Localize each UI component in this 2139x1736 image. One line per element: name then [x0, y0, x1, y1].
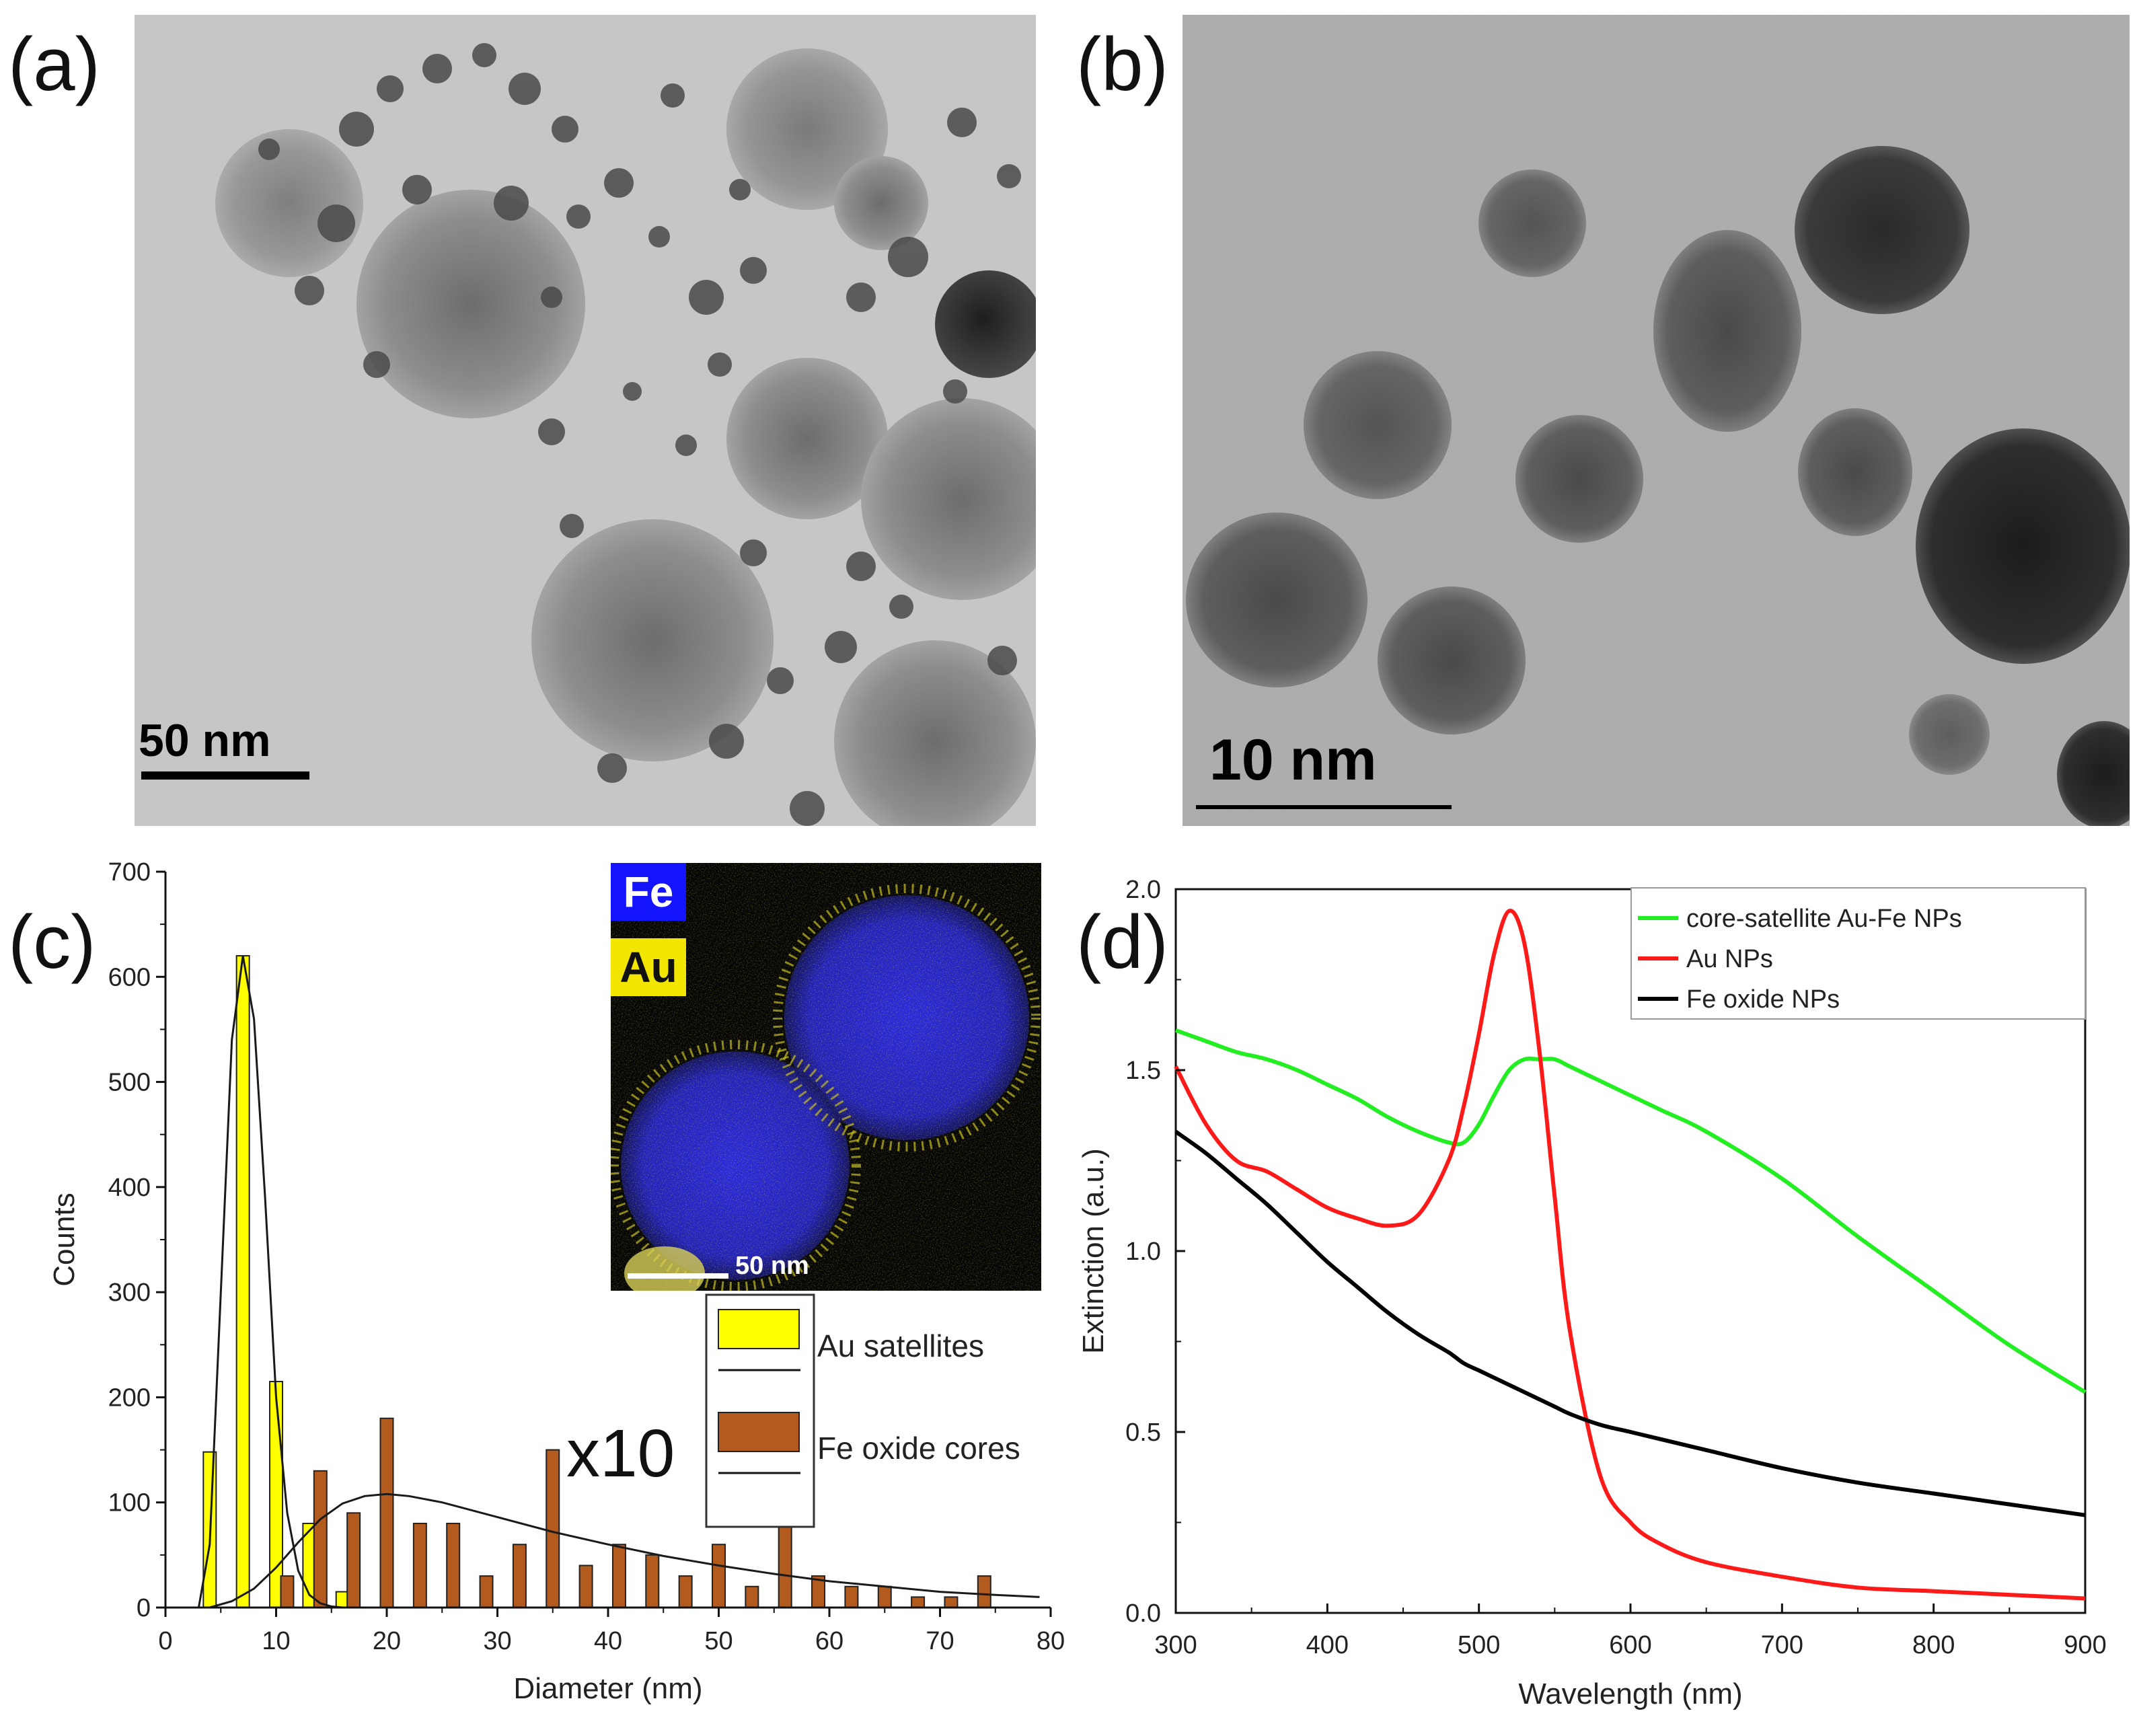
legend-label-0: core-satellite Au-Fe NPs: [1686, 905, 1962, 933]
histogram-bar: [944, 1596, 959, 1609]
legend-box: [1630, 887, 2086, 1020]
tem-image-a: 50 nm: [135, 15, 1036, 826]
x-tick-label: 20: [373, 1627, 401, 1655]
x-tick-label: 800: [1912, 1631, 1955, 1659]
legend-label-au: Au satellites: [817, 1328, 984, 1363]
histogram-bar: [280, 1575, 295, 1608]
edx-map-inset: Fe Au 50 nm: [611, 863, 1041, 1291]
scale-bar-label-b: 10 nm: [1209, 728, 1377, 792]
histogram-bar: [235, 955, 250, 1608]
y-tick-label: 0.5: [1125, 1419, 1161, 1447]
y-tick-label: 300: [108, 1279, 151, 1307]
histogram-bar: [346, 1512, 361, 1608]
scale-bar-label-a: 50 nm: [139, 715, 271, 766]
x-tick-label: 600: [1609, 1631, 1651, 1659]
histogram-bar: [977, 1575, 991, 1608]
x-tick-label: 40: [594, 1627, 622, 1655]
edx-scale-bar-label: 50 nm: [735, 1252, 809, 1280]
x-axis-label: Wavelength (nm): [1518, 1677, 1742, 1710]
x-tick-label: 60: [815, 1627, 843, 1655]
panel-d-label: (d): [1076, 900, 1168, 984]
x-tick-label: 900: [2064, 1631, 2106, 1659]
x-tick-label: 50: [704, 1627, 733, 1655]
histogram-bar: [678, 1575, 693, 1608]
histogram-bar: [269, 1380, 283, 1608]
y-tick-label: 1.5: [1125, 1057, 1161, 1085]
series-line-2: [1174, 1130, 2086, 1517]
x-tick-label: 70: [926, 1627, 954, 1655]
x-tick-label: 700: [1761, 1631, 1803, 1659]
histogram-bar: [911, 1596, 926, 1609]
histogram-bar: [844, 1585, 859, 1608]
y-tick-label: 600: [108, 963, 151, 991]
tem-image-b-graphic: [1183, 15, 2130, 826]
histogram-bar: [313, 1470, 328, 1608]
histogram-bar: [578, 1564, 593, 1609]
x-tick-label: 500: [1458, 1631, 1500, 1659]
y-tick-label: 400: [108, 1174, 151, 1202]
legend-label-fe: Fe oxide cores: [817, 1431, 1020, 1466]
histogram-bar: [412, 1522, 427, 1609]
x10-annotation: x10: [566, 1416, 675, 1491]
histogram-bar: [745, 1585, 759, 1608]
histogram-chart-c: 0 10 20 30 40 50 60 70 80 0 100 200 300 400 500 600 700 D…: [48, 858, 1065, 1705]
histogram-bar: [512, 1544, 527, 1608]
histogram-bar: [546, 1449, 560, 1608]
panel-b-label: (b): [1076, 22, 1168, 106]
y-tick-label: 100: [108, 1489, 151, 1517]
x-tick-label: 300: [1154, 1631, 1197, 1659]
histogram-bar: [877, 1585, 892, 1608]
y-tick-label: 700: [108, 858, 151, 886]
histogram-bar: [479, 1575, 494, 1608]
fit-curve: [197, 955, 387, 1609]
x-tick-label: 80: [1037, 1627, 1065, 1655]
legend-label-1: Au NPs: [1686, 945, 1773, 973]
legend-swatch-fe: [718, 1412, 800, 1452]
x-axis-label: Diameter (nm): [513, 1672, 702, 1705]
edx-au-label: Au: [611, 938, 686, 996]
panel-a-label: (a): [8, 22, 100, 106]
y-axis-label: Counts: [48, 1193, 81, 1286]
edx-fe-label: Fe: [611, 863, 686, 921]
x-tick-label: 400: [1306, 1631, 1349, 1659]
y-tick-label: 0: [137, 1594, 151, 1622]
panel-c-label: (c): [8, 900, 96, 984]
legend-label-2: Fe oxide NPs: [1686, 985, 1840, 1014]
y-tick-label: 500: [108, 1069, 151, 1097]
x-tick-label: 0: [158, 1627, 172, 1655]
histogram-bar: [645, 1554, 660, 1609]
histogram-bar: [446, 1522, 461, 1609]
edx-map-graphic: [611, 863, 1041, 1291]
tem-image-a-graphic: [135, 15, 1036, 826]
y-tick-label: 0.0: [1125, 1599, 1161, 1628]
histogram-bar: [712, 1544, 726, 1608]
histogram-bar: [778, 1522, 792, 1609]
x-tick-label: 10: [262, 1627, 290, 1655]
y-tick-label: 2.0: [1125, 876, 1161, 904]
y-axis-label: Extinction (a.u.): [1077, 1148, 1110, 1354]
histogram-bar: [379, 1417, 394, 1609]
series-line-0: [1174, 1028, 2087, 1394]
y-tick-label: 200: [108, 1384, 151, 1412]
fit-curve: [209, 1493, 1040, 1609]
extinction-chart-d: 300 400 500 600 700 800 900 0.0 0.5 1.0 1.5 2.0 Wave…: [1077, 876, 2107, 1710]
legend-swatch-au: [718, 1309, 800, 1349]
tem-image-b: 10 nm: [1183, 15, 2130, 826]
y-tick-label: 1.0: [1125, 1238, 1161, 1266]
histogram-bar: [611, 1544, 626, 1608]
series-line-1: [1174, 909, 2086, 1601]
x-tick-label: 30: [483, 1627, 511, 1655]
